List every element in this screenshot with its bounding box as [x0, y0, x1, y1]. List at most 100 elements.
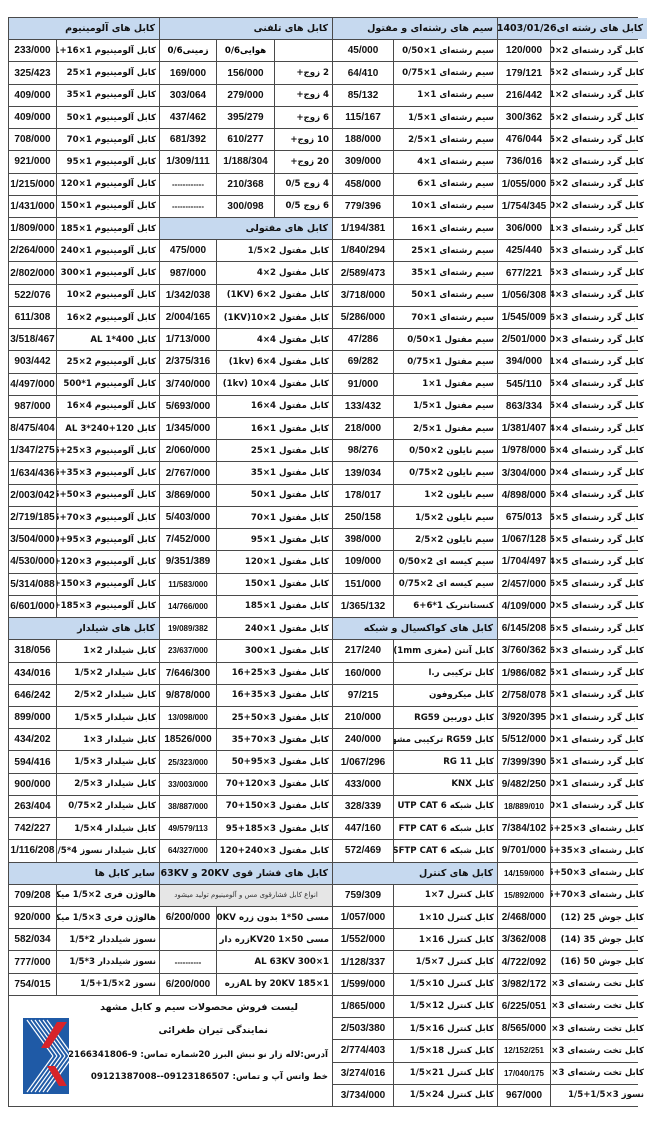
solid-cable-name: کابل مفتول 2×10(1KV) [217, 306, 332, 329]
shielded-cable-name: کابل شیلدار 2×2/5 [57, 684, 159, 706]
solid-cable-price: 987/000 [160, 262, 216, 284]
shielded-cable-name: کابل شیلدار 4×1/5 [57, 818, 159, 840]
round-cable-price: 1/055/000 [498, 173, 550, 195]
aluminum-cable-price: 903/442 [9, 351, 56, 373]
coax-cable-price: 240/000 [333, 729, 393, 751]
shielded-cable-price: 899/000 [9, 706, 56, 729]
section-header-coax-network: کابل های کواکسیال و شبکه [333, 618, 497, 640]
solid-cable-name: کابل مفتول 2×6 (1KV) [217, 284, 332, 306]
round-cable-name: کابل گرد رشته‌ای 3×1/5 [551, 240, 647, 262]
round-cable-name: کابل گرد رشته‌ای 5×6 [551, 573, 647, 595]
round-cable-name: کابل گرد رشته‌ای 2×4 [551, 151, 647, 173]
phone-air-price: 1/188/304 [217, 151, 274, 173]
control-cable-price: 1/599/000 [333, 973, 393, 995]
solid-cable-price: 38/887/000 [160, 795, 216, 818]
wire-name: سیم مفتول 1×0/50 [394, 329, 497, 351]
phone-cable-name: 10 زوج+ [275, 129, 332, 151]
coax-cable-name: کابل ترکیبی ر.ا [394, 662, 497, 684]
aluminum-cable-name: کابل آلومینیوم 3×95+50 [57, 529, 159, 551]
aluminum-cable-price: 522/076 [9, 284, 56, 306]
solid-cable-price: 2/004/165 [160, 306, 216, 329]
round-cable-price: 675/013 [498, 506, 550, 529]
wire-price: 91/000 [333, 373, 393, 395]
aluminum-cable-price: 4/497/000 [9, 373, 56, 395]
wire-price: 69/282 [333, 351, 393, 373]
round-cable-price: 2/758/078 [498, 684, 550, 706]
phone-col-air: هوایی0/6 [217, 40, 274, 62]
round-cable-price: 17/040/175 [498, 1062, 550, 1084]
solid-cable-price: 13/098/000 [160, 706, 216, 729]
control-cable-name: کابل کنترل 10×1 [394, 906, 497, 929]
aluminum-cable-name: کابل آلومینیوم 2×16 [57, 306, 159, 329]
control-cable-price: 759/309 [333, 884, 393, 906]
phone-ground-price: 681/392 [160, 129, 216, 151]
solid-cable-name: کابل مفتول 1×240 [217, 618, 332, 640]
aluminum-cable-price: 325/423 [9, 62, 56, 84]
wire-price: 1/365/132 [333, 595, 393, 618]
solid-cable-name: کابل مفتول 4×4 [217, 329, 332, 351]
solid-cable-name: کابل مفتول 3×25+16 [217, 662, 332, 684]
wire-price: 5/286/000 [333, 306, 393, 329]
wire-price: 1/840/294 [333, 240, 393, 262]
phone-air-price: 300/098 [217, 195, 274, 218]
shielded-cable-name: کابل شیلدار 2×0/75 [57, 795, 159, 818]
shielded-cable-name: کابل شیلدار نسوز 4*1/5 [57, 840, 159, 862]
round-cable-price: 863/334 [498, 395, 550, 418]
round-cable-price: 216/442 [498, 84, 550, 106]
high-voltage-cable-name: 1×185 AL by 20KVزره [217, 973, 332, 995]
solid-cable-name: کابل مفتول 3×120+70 [217, 773, 332, 795]
solid-cable-name: کابل مفتول 2×1/5 [217, 240, 332, 262]
shielded-cable-price: 594/416 [9, 751, 56, 773]
solid-cable-price: 11/583/000 [160, 573, 216, 595]
other-cable-price: 582/034 [9, 929, 56, 951]
footer-contact: لیست فروش محصولات سیم و کابل مشهد نمایندگ… [9, 995, 332, 1106]
aluminum-cable-price: 1/431/000 [9, 195, 56, 218]
aluminum-cable-name: کابل آلومینیوم 1*500 [57, 373, 159, 395]
aluminum-cable-name: کابل آلومینیوم 4×16 [57, 395, 159, 418]
wire-price: 178/017 [333, 484, 393, 506]
round-cable-name: کابل گرد رشته‌ای 5×4 [551, 551, 647, 573]
aluminum-cable-price: 5/314/088 [9, 573, 56, 595]
wire-price: 45/000 [333, 40, 393, 62]
section-header-round-cables: کابل های رشته ای 1403/01/26 [498, 18, 647, 40]
solid-cable-name: کابل مفتول 3×240+120 [217, 840, 332, 862]
wire-price: 309/000 [333, 151, 393, 173]
round-cable-name: کابل گرد رشته‌ای 2×0/75 [551, 62, 647, 84]
round-cable-name: کابل گرد رشته‌ای 4×16 [551, 484, 647, 506]
phone-ground-price: ------------ [160, 195, 216, 218]
round-cable-name: کابل جوش 25 (12) [551, 906, 647, 929]
phone-air-price: 610/277 [217, 129, 274, 151]
solid-cable-name: کابل مفتول 3×95+50 [217, 751, 332, 773]
round-cable-name: کابل گرد رشته‌ای 3×10 [551, 329, 647, 351]
round-cable-price: 120/000 [498, 40, 550, 62]
other-cable-price: 920/000 [9, 906, 56, 929]
round-cable-price: 14/159/000 [498, 862, 550, 884]
wire-name: سیم رشته‌ای 1×2/5 [394, 129, 497, 151]
control-cable-price: 3/274/016 [333, 1062, 393, 1084]
control-cable-name: کابل کنترل 7×1/5 [394, 951, 497, 973]
round-cable-price: 306/000 [498, 218, 550, 240]
section-title: کابل های رشته ای [556, 23, 643, 35]
solid-cable-price: 7/452/000 [160, 529, 216, 551]
round-cable-name: کابل رشته‌ای 3×35+16 [551, 840, 647, 862]
footer-address: آدرس:لاله زار نو نبش البرز 20شماره تماس:… [62, 1049, 328, 1060]
high-voltage-cable-price: ---------- [160, 951, 216, 973]
phone-ground-price: 437/462 [160, 106, 216, 129]
wire-name: سیم رشته‌ای 1×16 [394, 218, 497, 240]
footer-agency: نمایندگی تیران طغرائی [158, 1024, 268, 1036]
aluminum-cable-price: 8/475/404 [9, 418, 56, 440]
aluminum-cable-price: 2/802/000 [9, 262, 56, 284]
solid-cable-price: 2/375/316 [160, 351, 216, 373]
aluminum-cable-name: کابل آلومینیوم 3×35+16 [57, 462, 159, 484]
shielded-cable-price: 434/016 [9, 662, 56, 684]
solid-cable-name: کابل مفتول 1×35 [217, 462, 332, 484]
wire-price: 98/276 [333, 440, 393, 462]
wire-name: سیم نایلون 2×0/75 [394, 462, 497, 484]
aluminum-cable-name: کابل آلومینیوم 3×50+25 [57, 484, 159, 506]
control-cable-price: 1/865/000 [333, 995, 393, 1018]
high-voltage-cable-name: مسی 50*1 بدون زره 20KV [217, 906, 332, 929]
shielded-cable-name: کابل شیلدار 5×1/5 [57, 706, 159, 729]
round-cable-price: 3/920/395 [498, 706, 550, 729]
round-cable-name: کابل گرد رشته‌ای 1×120 [551, 773, 647, 795]
other-cable-name: هالوژن فری 2×1/5 میکا [57, 884, 159, 906]
